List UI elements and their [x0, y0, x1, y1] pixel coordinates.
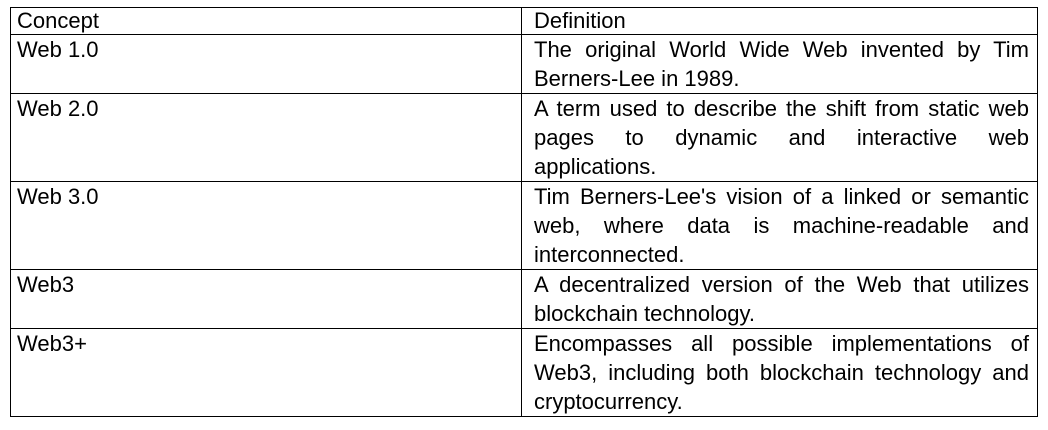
header-definition: Definition	[521, 7, 1038, 35]
header-concept: Concept	[10, 7, 522, 35]
document-page: Concept Definition Web 1.0 The original …	[10, 7, 1038, 417]
definition-cell: A term used to describe the shift from s…	[521, 93, 1038, 182]
concept-definition-table: Concept Definition Web 1.0 The original …	[10, 7, 1038, 417]
concept-cell: Web3+	[10, 328, 522, 417]
table-row: Web 1.0 The original World Wide Web inve…	[10, 34, 1038, 94]
table-row: Web 3.0 Tim Berners-Lee's vision of a li…	[10, 181, 1038, 270]
concept-cell: Web 3.0	[10, 181, 522, 270]
table-row: Web3 A decentralized version of the Web …	[10, 269, 1038, 329]
definition-cell: A decentralized version of the Web that …	[521, 269, 1038, 329]
definition-cell: Tim Berners-Lee's vision of a linked or …	[521, 181, 1038, 270]
concept-cell: Web3	[10, 269, 522, 329]
definition-cell: The original World Wide Web invented by …	[521, 34, 1038, 94]
concept-cell: Web 2.0	[10, 93, 522, 182]
table-header-row: Concept Definition	[10, 7, 1038, 35]
table-row: Web3+ Encompasses all possible implement…	[10, 328, 1038, 417]
table-row: Web 2.0 A term used to describe the shif…	[10, 93, 1038, 182]
definition-cell: Encompasses all possible implementations…	[521, 328, 1038, 417]
concept-cell: Web 1.0	[10, 34, 522, 94]
